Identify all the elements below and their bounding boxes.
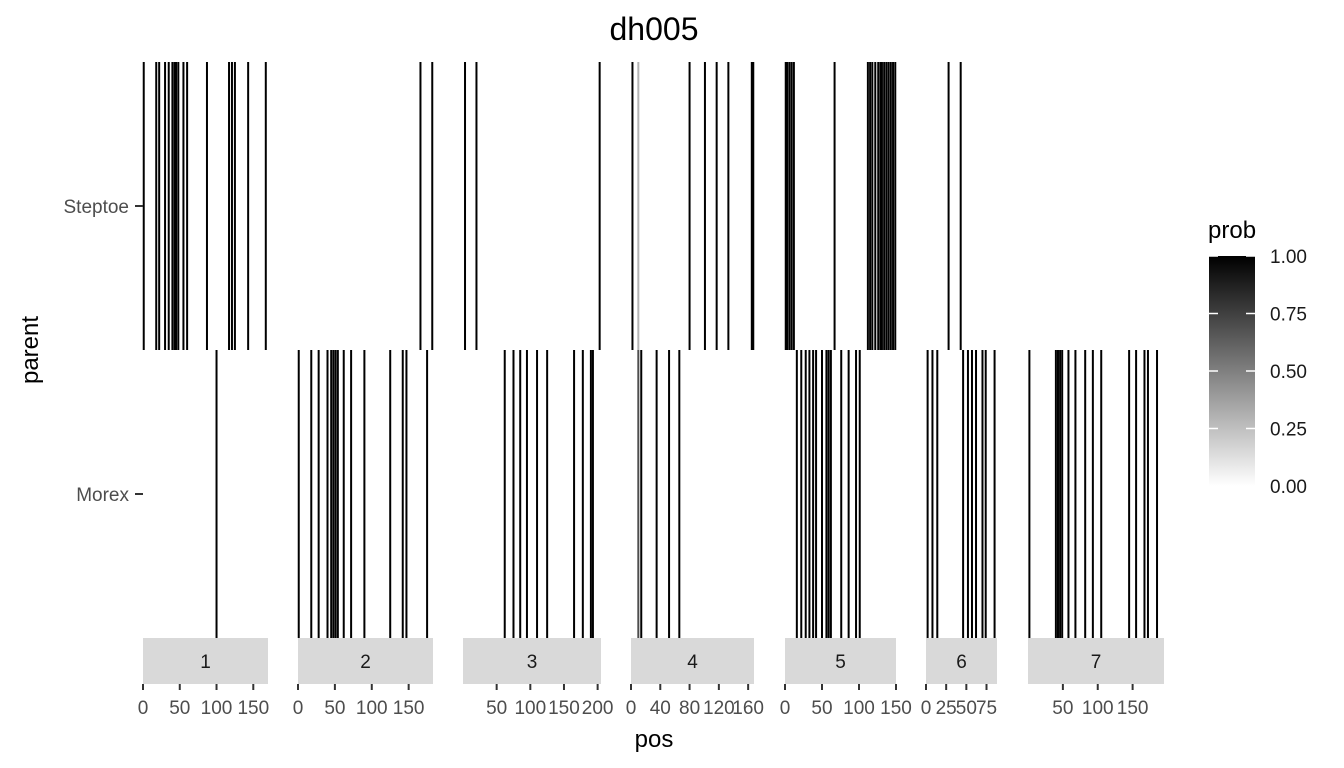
x-tick-label-1-2: 100 — [201, 698, 233, 719]
strip-label-4: 4 — [687, 652, 698, 673]
chart-title: dh005 — [610, 11, 699, 47]
legend-ticks: 1.00 0.75 0.50 0.25 0.00 — [1209, 247, 1307, 498]
panel-2: 2 0 50 100 150 — [293, 62, 434, 719]
legend-tick-label-0: 1.00 — [1270, 247, 1307, 268]
x-tick-label-7-2: 150 — [1117, 698, 1149, 719]
x-tick-label-5-0: 0 — [780, 698, 791, 719]
x-tick-label-2-0: 0 — [293, 698, 304, 719]
legend-tick-label-1: 0.75 — [1270, 305, 1307, 326]
strip-label-3: 3 — [527, 652, 538, 673]
y-axis-title: parent — [17, 316, 44, 384]
x-tick-label-4-2: 80 — [679, 698, 700, 719]
panel-3: 3 50 100 150 200 — [463, 62, 613, 719]
x-tick-label-6-0: 0 — [921, 698, 932, 719]
strip-7 — [1028, 638, 1164, 684]
x-tick-label-4-0: 0 — [626, 698, 637, 719]
x-tick-label-5-1: 50 — [811, 698, 832, 719]
strip-2 — [298, 638, 433, 684]
x-tick-label-2-2: 100 — [356, 698, 388, 719]
x-tick-label-3-0: 50 — [486, 698, 507, 719]
legend: prob 1.00 0.75 0.50 0.25 0.00 — [1208, 217, 1307, 498]
strip-label-6: 6 — [956, 652, 967, 673]
strip-4 — [631, 638, 754, 684]
x-tick-label-4-4: 160 — [732, 698, 764, 719]
x-tick-label-6-2: 50 — [956, 698, 977, 719]
strip-5 — [785, 638, 896, 684]
panel-6: 6 0 25 50 75 — [921, 62, 997, 719]
y-axis: Steptoe Morex — [64, 197, 143, 506]
x-tick-label-5-3: 150 — [880, 698, 912, 719]
legend-tick-label-4: 0.00 — [1270, 477, 1307, 498]
x-tick-label-2-1: 50 — [324, 698, 345, 719]
y-tick-label-steptoe: Steptoe — [64, 197, 130, 218]
strip-1 — [143, 638, 268, 684]
strip-label-1: 1 — [200, 652, 211, 673]
x-tick-label-3-3: 200 — [582, 698, 614, 719]
legend-title: prob — [1208, 217, 1256, 244]
x-axis-title: pos — [635, 726, 674, 753]
x-tick-label-1-0: 0 — [138, 698, 149, 719]
x-tick-label-1-3: 150 — [237, 698, 269, 719]
legend-tick-label-2: 0.50 — [1270, 362, 1307, 383]
x-tick-label-1-1: 50 — [169, 698, 190, 719]
strip-label-2: 2 — [360, 652, 371, 673]
x-tick-label-3-2: 150 — [548, 698, 580, 719]
strip-label-5: 5 — [835, 652, 846, 673]
x-tick-label-7-0: 50 — [1052, 698, 1073, 719]
panel-1: 1 0 50 100 150 — [138, 62, 269, 719]
legend-tick-label-3: 0.25 — [1270, 420, 1307, 441]
x-tick-label-4-1: 40 — [650, 698, 671, 719]
strip-label-7: 7 — [1091, 652, 1102, 673]
y-tick-label-morex: Morex — [76, 485, 129, 506]
x-tick-label-6-1: 25 — [936, 698, 957, 719]
x-tick-label-6-3: 75 — [976, 698, 997, 719]
panel-5: 50 50 100 150 — [780, 62, 912, 719]
x-tick-label-3-1: 100 — [514, 698, 546, 719]
x-tick-label-5-2: 100 — [843, 698, 875, 719]
panel-7: 7 50 100 150 — [1028, 62, 1164, 719]
x-tick-label-7-1: 100 — [1082, 698, 1114, 719]
x-tick-label-2-3: 150 — [393, 698, 425, 719]
strip-6 — [926, 638, 997, 684]
x-tick-label-4-3: 120 — [703, 698, 735, 719]
strip-3 — [463, 638, 601, 684]
